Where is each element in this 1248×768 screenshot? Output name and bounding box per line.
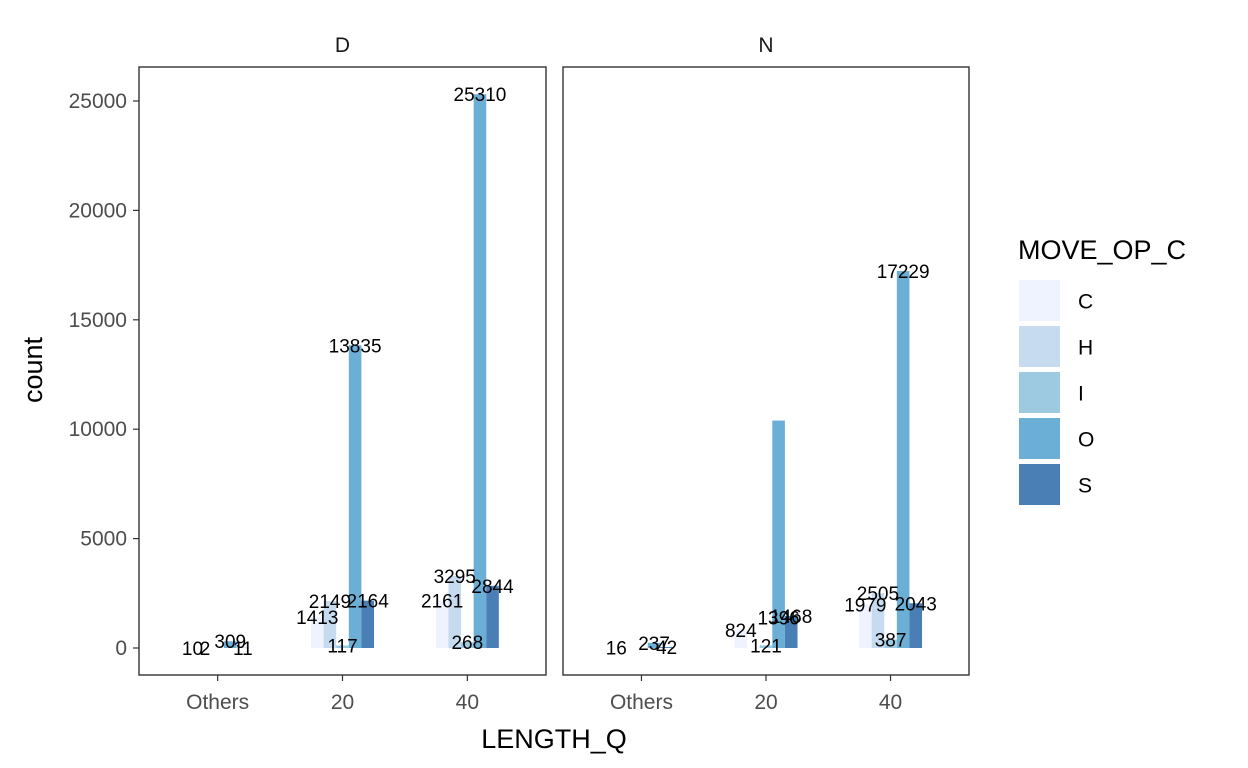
data-label: 117 [327,636,357,657]
legend-key-I [1019,372,1060,413]
bar-N-S-40 [909,603,923,648]
bar-D-O-Others [223,641,237,648]
data-label: 1979 [844,596,886,617]
data-label: 2161 [421,592,463,613]
x-tick-label: Others [610,691,673,714]
data-label: 824 [725,621,757,642]
panel-D: D 10 1413 2161 2 2149 3295 117 268 309 13835 25310 1… [138,34,547,676]
data-label: 3295 [434,567,476,588]
bar-D-I-40 [461,642,474,648]
x-tick-label: 20 [331,691,354,714]
y-tick-label: 15000 [69,309,127,332]
bar-N-H-40 [871,593,885,648]
strip-label: D [335,34,350,57]
bar-N-O-20 [772,420,785,648]
legend-label: I [1078,383,1084,406]
legend-key-O [1019,418,1060,459]
bar-D-H-40 [448,575,462,648]
data-label: 13835 [329,336,382,357]
data-label: 1396 [757,608,799,629]
bar-D-C-20 [311,617,324,648]
data-label: 268 [451,633,483,654]
x-tick-label: Others [186,691,249,714]
data-label: 16 [606,639,627,660]
bar-N-O-40 [896,271,910,648]
data-label: 2844 [471,577,514,598]
bar-D-O-40 [473,94,487,649]
legend-label: H [1078,337,1093,360]
y-axis-title: count [18,336,48,403]
data-label: 309 [214,632,246,653]
data-label: 2149 [309,592,351,613]
x-tick-label: 40 [456,691,479,714]
legend-key-S [1019,464,1060,505]
x-tick-label: 40 [879,691,902,714]
y-tick-label: 5000 [80,528,127,551]
bar-D-O-20 [348,345,362,648]
bar-D-I-20 [336,645,349,648]
y-tick-label: 10000 [69,418,127,441]
y-tick-label: 20000 [69,199,127,222]
legend-label: O [1078,429,1094,452]
data-label: 42 [656,638,677,659]
bar-D-C-40 [435,600,449,648]
bar-D-S-20 [361,600,374,648]
bar-N-I-40 [884,639,897,648]
bar-N-O-Others [647,642,661,648]
legend-label: S [1078,475,1092,498]
data-label: 2043 [895,594,937,615]
data-label: 2164 [347,592,390,613]
bar-N-C-40 [859,604,872,648]
data-label: 1468 [770,607,812,628]
data-label: 387 [875,631,907,652]
bar-N-S-20 [784,615,798,648]
data-label: 11 [233,639,253,660]
bar-N-C-20 [734,629,748,648]
bar-N-S-Others [660,647,673,648]
data-label: 10 [182,639,203,660]
legend-label: C [1078,291,1093,314]
y-tick-label: 25000 [69,90,127,113]
bar-D-S-40 [486,585,499,648]
x-tick-label: 20 [754,691,777,714]
data-label: 237 [638,634,670,655]
bar-D-H-20 [323,600,337,648]
data-label: 2505 [857,584,899,605]
legend-title: MOVE_OP_C [1018,235,1186,265]
data-label: 1413 [296,608,338,629]
bar-N-I-20 [759,645,773,648]
data-label: 2 [200,639,211,660]
data-label: 121 [750,636,782,657]
data-label: 25310 [454,85,507,106]
data-label: 17229 [877,262,930,283]
y-tick-label: 0 [115,637,127,660]
x-axis-title: LENGTH_Q [481,724,627,754]
legend-key-H [1019,326,1060,367]
legend-key-C [1019,280,1060,321]
strip-label: N [758,34,773,57]
